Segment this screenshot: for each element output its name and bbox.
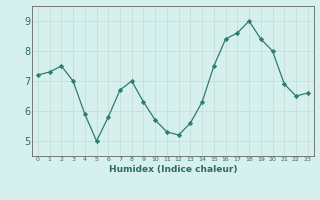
X-axis label: Humidex (Indice chaleur): Humidex (Indice chaleur) — [108, 165, 237, 174]
